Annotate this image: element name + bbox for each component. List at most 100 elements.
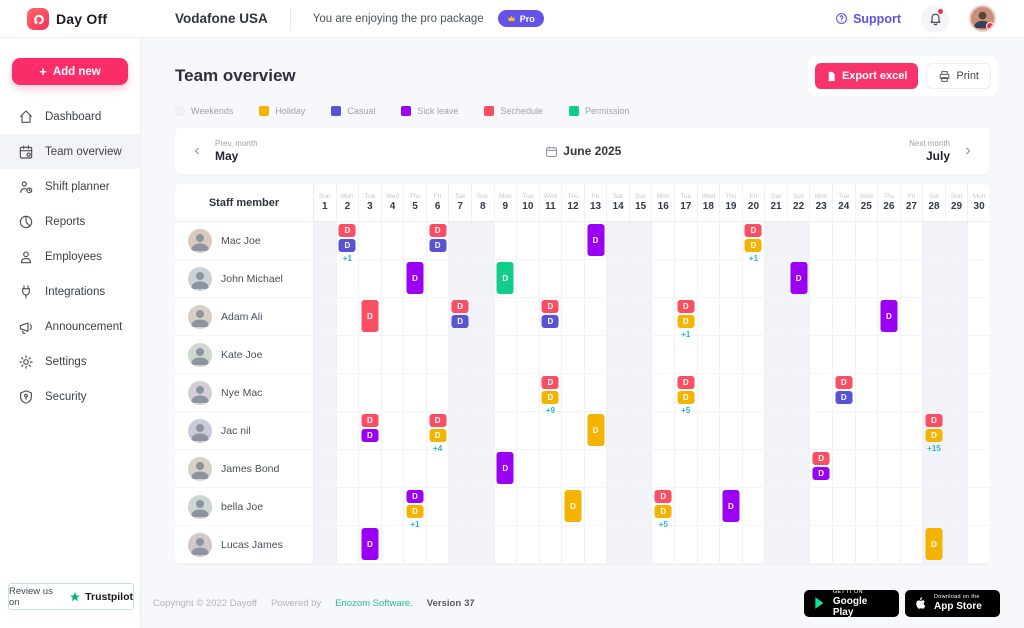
- more-count[interactable]: +15: [927, 444, 941, 453]
- more-count[interactable]: +5: [658, 520, 668, 529]
- prev-month-button[interactable]: Prev, month May: [215, 139, 258, 163]
- leave-badge-casual[interactable]: D: [338, 239, 356, 252]
- leave-badge-schedule[interactable]: D: [654, 490, 672, 503]
- day-cell: [403, 222, 426, 260]
- leave-badge-schedule[interactable]: D: [835, 376, 853, 389]
- app-store-badge[interactable]: Download on the App Store: [905, 589, 1000, 617]
- support-button[interactable]: Support: [835, 12, 901, 26]
- leave-badge-schedule[interactable]: D: [429, 414, 447, 427]
- leave-badge-sick[interactable]: D: [496, 452, 514, 484]
- sidebar-item-security[interactable]: Security: [0, 379, 140, 414]
- leave-badge-schedule[interactable]: D: [451, 300, 469, 313]
- leave-badge-holiday[interactable]: D: [744, 239, 762, 252]
- sidebar-item-dashboard[interactable]: Dashboard: [0, 99, 140, 134]
- weekday-label: Sat: [771, 193, 781, 200]
- leave-badge-schedule[interactable]: D: [541, 300, 559, 313]
- next-month-chevron-icon[interactable]: ›: [965, 142, 971, 159]
- leave-badge-casual[interactable]: D: [429, 239, 447, 252]
- leave-badge-sick[interactable]: D: [790, 262, 808, 294]
- sidebar-item-team-overview[interactable]: Team overview: [0, 134, 140, 169]
- leave-badge-schedule[interactable]: D: [677, 300, 695, 313]
- print-button[interactable]: Print: [926, 63, 991, 89]
- day-cell: [425, 260, 449, 298]
- next-month-caption: Next month: [909, 139, 950, 148]
- leave-badge-casual[interactable]: D: [451, 315, 469, 328]
- export-excel-button[interactable]: Export excel: [814, 63, 919, 89]
- leave-badge-sick[interactable]: D: [406, 262, 424, 294]
- leave-badge-sick[interactable]: D: [812, 467, 830, 480]
- trustpilot-review-link[interactable]: Review us on Trustpilot: [8, 583, 134, 610]
- day-cell: [314, 298, 336, 336]
- day-cell: [651, 374, 674, 412]
- more-count[interactable]: +1: [342, 254, 352, 263]
- sidebar-item-settings[interactable]: Settings: [0, 344, 140, 379]
- leave-badge-casual[interactable]: D: [541, 315, 559, 328]
- day-cell: [764, 222, 787, 260]
- notifications-button[interactable]: [921, 4, 949, 33]
- prev-month-chevron-icon[interactable]: ‹: [194, 142, 200, 159]
- google-play-badge[interactable]: GET IT ON Google Play: [804, 589, 899, 618]
- day-cell: [358, 260, 381, 298]
- more-count[interactable]: +9: [545, 406, 555, 415]
- leave-badge-schedule[interactable]: D: [361, 300, 379, 332]
- sidebar-item-employees[interactable]: Employees: [0, 239, 140, 274]
- leave-badge-holiday[interactable]: D: [654, 505, 672, 518]
- staff-name: Lucas James: [221, 538, 283, 551]
- leave-badge-sick[interactable]: D: [722, 490, 740, 522]
- leave-badge-sick[interactable]: D: [587, 224, 605, 256]
- day-header-23: Mon 23: [809, 184, 832, 222]
- sidebar-item-reports[interactable]: Reports: [0, 204, 140, 239]
- weekday-label: Tue: [838, 193, 850, 200]
- user-avatar[interactable]: [969, 5, 996, 32]
- day-number: 26: [883, 201, 895, 212]
- leave-badge-holiday[interactable]: D: [406, 505, 424, 518]
- leave-badge-sick[interactable]: D: [406, 490, 424, 503]
- leave-badge-schedule[interactable]: D: [429, 224, 447, 237]
- more-count[interactable]: +4: [433, 444, 443, 453]
- more-count[interactable]: +1: [410, 520, 420, 529]
- leave-badge-sick[interactable]: D: [361, 429, 379, 442]
- day-cell: [628, 412, 652, 450]
- more-count[interactable]: +5: [681, 406, 691, 415]
- current-month-selector[interactable]: June 2025: [268, 144, 900, 158]
- day-cell: [651, 298, 674, 336]
- leave-badge-schedule[interactable]: D: [541, 376, 559, 389]
- leave-badge-schedule[interactable]: D: [338, 224, 356, 237]
- staff-name: James Bond: [221, 462, 280, 475]
- vendor-link[interactable]: Enozom Software.: [335, 597, 413, 609]
- day-cell: [854, 450, 878, 488]
- more-count[interactable]: +1: [681, 330, 691, 339]
- day-cell: [606, 412, 629, 450]
- leave-badge-holiday[interactable]: D: [925, 429, 943, 442]
- announcement-icon: [18, 319, 34, 335]
- leave-badge-sick[interactable]: D: [361, 528, 379, 560]
- page-title: Team overview: [175, 66, 296, 85]
- day-cell: D: [877, 298, 900, 336]
- leave-badge-sick[interactable]: D: [880, 300, 898, 332]
- sidebar-item-announcement[interactable]: Announcement: [0, 309, 140, 344]
- leave-badge-schedule[interactable]: D: [744, 224, 762, 237]
- leave-badge-schedule[interactable]: D: [925, 414, 943, 427]
- day-header-30: Mon 30: [967, 184, 990, 222]
- leave-badge-holiday[interactable]: D: [677, 391, 695, 404]
- more-count[interactable]: +1: [748, 254, 759, 263]
- leave-badge-permission[interactable]: D: [496, 262, 514, 294]
- leave-badge-holiday[interactable]: D: [677, 315, 695, 328]
- sidebar-item-integrations[interactable]: Integrations: [0, 274, 140, 309]
- day-cell: [967, 374, 990, 412]
- leave-badge-holiday[interactable]: D: [587, 414, 605, 446]
- leave-badge-holiday[interactable]: D: [925, 528, 943, 560]
- app-logo[interactable]: Day Off: [0, 7, 141, 30]
- leave-badge-holiday[interactable]: D: [541, 391, 559, 404]
- badge-stack: D: [496, 452, 514, 484]
- next-month-button[interactable]: Next month July: [909, 139, 950, 163]
- leave-badge-holiday[interactable]: D: [564, 490, 582, 522]
- sidebar-item-shift-planner[interactable]: Shift planner: [0, 169, 140, 204]
- leave-badge-schedule[interactable]: D: [361, 414, 379, 427]
- leave-badge-holiday[interactable]: D: [429, 429, 447, 442]
- leave-badge-casual[interactable]: D: [835, 391, 853, 404]
- day-cell: [877, 412, 900, 450]
- leave-badge-schedule[interactable]: D: [812, 452, 830, 465]
- leave-badge-schedule[interactable]: D: [677, 376, 695, 389]
- add-new-button[interactable]: + Add new: [12, 58, 128, 85]
